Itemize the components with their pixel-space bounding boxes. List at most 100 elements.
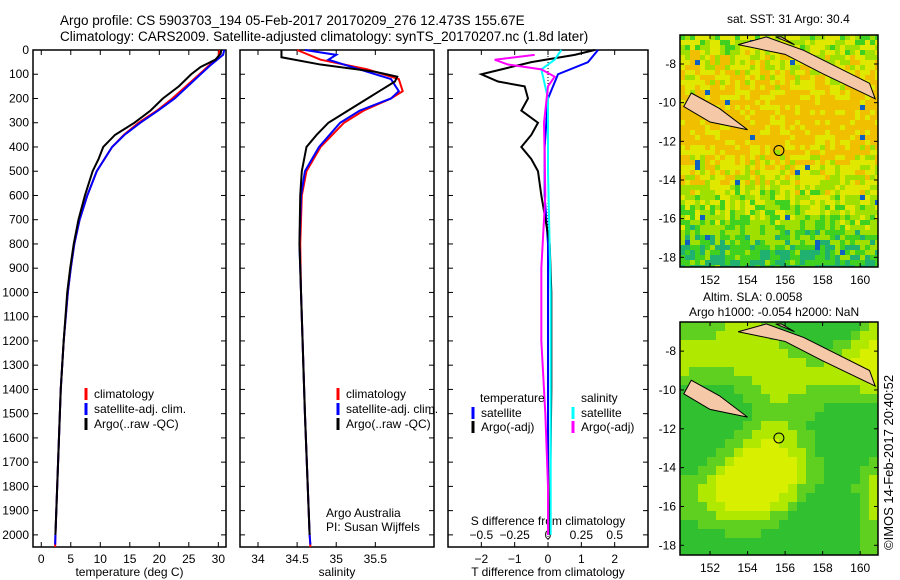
map-cell [815, 160, 820, 165]
map-cell [700, 75, 705, 80]
map-cell [750, 260, 755, 265]
map-cell [734, 349, 743, 358]
map-cell [860, 385, 869, 394]
map-cell [755, 265, 760, 267]
map-cell [700, 95, 705, 100]
map-cell [825, 185, 830, 190]
map-cell [860, 105, 865, 110]
map-cell [870, 60, 875, 65]
map-cell [780, 200, 785, 205]
map-cell [735, 235, 740, 240]
map-cell [695, 55, 700, 60]
map-cell [765, 120, 770, 125]
map-cell [735, 155, 740, 160]
map-cell [710, 170, 715, 175]
map-cell [710, 205, 715, 210]
map-cell [860, 412, 869, 421]
map-cell [715, 245, 720, 250]
map-cell [815, 448, 824, 457]
map-cell [715, 50, 720, 55]
map-cell [680, 529, 689, 538]
map-cell [795, 225, 800, 230]
map-cell [780, 205, 785, 210]
coastline-land [775, 323, 795, 333]
map-cell [830, 180, 835, 185]
map-cell [851, 475, 860, 484]
map-cell [820, 180, 825, 185]
map-cell [779, 529, 788, 538]
map-cell [860, 493, 869, 502]
map-cell [775, 110, 780, 115]
map-cell [800, 205, 805, 210]
map-cell [875, 185, 878, 190]
map-cell [690, 175, 695, 180]
map-cell [835, 95, 840, 100]
map-cell [851, 421, 860, 430]
map-cell [830, 150, 835, 155]
map-cell [805, 130, 810, 135]
map-cell [805, 200, 810, 205]
map-cell [865, 195, 870, 200]
map-cell [705, 255, 710, 260]
map-cell [720, 70, 725, 75]
map-cell [810, 120, 815, 125]
map-cell [685, 80, 690, 85]
map-cell [752, 538, 761, 547]
map-cell [680, 135, 685, 140]
map-cell [875, 265, 878, 267]
map-cell [825, 160, 830, 165]
map-cell [805, 180, 810, 185]
map-cell [715, 85, 720, 90]
map-cell [860, 130, 865, 135]
map-cell [707, 430, 716, 439]
map-cell [750, 140, 755, 145]
map-cell [725, 50, 730, 55]
map-cell [750, 35, 755, 40]
coastline-land [683, 379, 748, 418]
map-cell [845, 135, 850, 140]
map-cell [750, 150, 755, 155]
legend-heading-salinity: salinity [581, 391, 618, 405]
map-cell [790, 60, 795, 65]
map-cell [743, 322, 752, 331]
map-cell [695, 160, 700, 165]
map-cell [865, 105, 870, 110]
map-cell [680, 511, 689, 520]
map-cell [855, 110, 860, 115]
map-cell [695, 90, 700, 95]
x-tick-label: 35.5 [364, 552, 388, 566]
map-cell [750, 170, 755, 175]
map-cell [860, 529, 869, 538]
map-cell [730, 155, 735, 160]
map-cell [795, 120, 800, 125]
map-cell [805, 95, 810, 100]
map-cell [869, 421, 878, 430]
map-cell [830, 215, 835, 220]
map-cell [869, 430, 878, 439]
map-cell [825, 175, 830, 180]
map-cell [805, 265, 810, 267]
map-cell [745, 95, 750, 100]
map-cell [752, 484, 761, 493]
map-cell [755, 180, 760, 185]
map-cell [750, 180, 755, 185]
map-cell [875, 125, 878, 130]
map-cell [740, 55, 745, 60]
map-cell [875, 75, 878, 80]
map-cell [870, 50, 875, 55]
map-cell [785, 135, 790, 140]
map-cell [720, 250, 725, 255]
map-cell [806, 412, 815, 421]
map-cell [800, 85, 805, 90]
map-cell [830, 55, 835, 60]
map-cell [875, 45, 878, 50]
map-cell [840, 125, 845, 130]
map-cell [752, 457, 761, 466]
map-cell [761, 394, 770, 403]
map-cell [840, 110, 845, 115]
map-cell [770, 85, 775, 90]
map-cell [745, 260, 750, 265]
map-cell [750, 55, 755, 60]
map-cell [820, 50, 825, 55]
map-cell [842, 376, 851, 385]
